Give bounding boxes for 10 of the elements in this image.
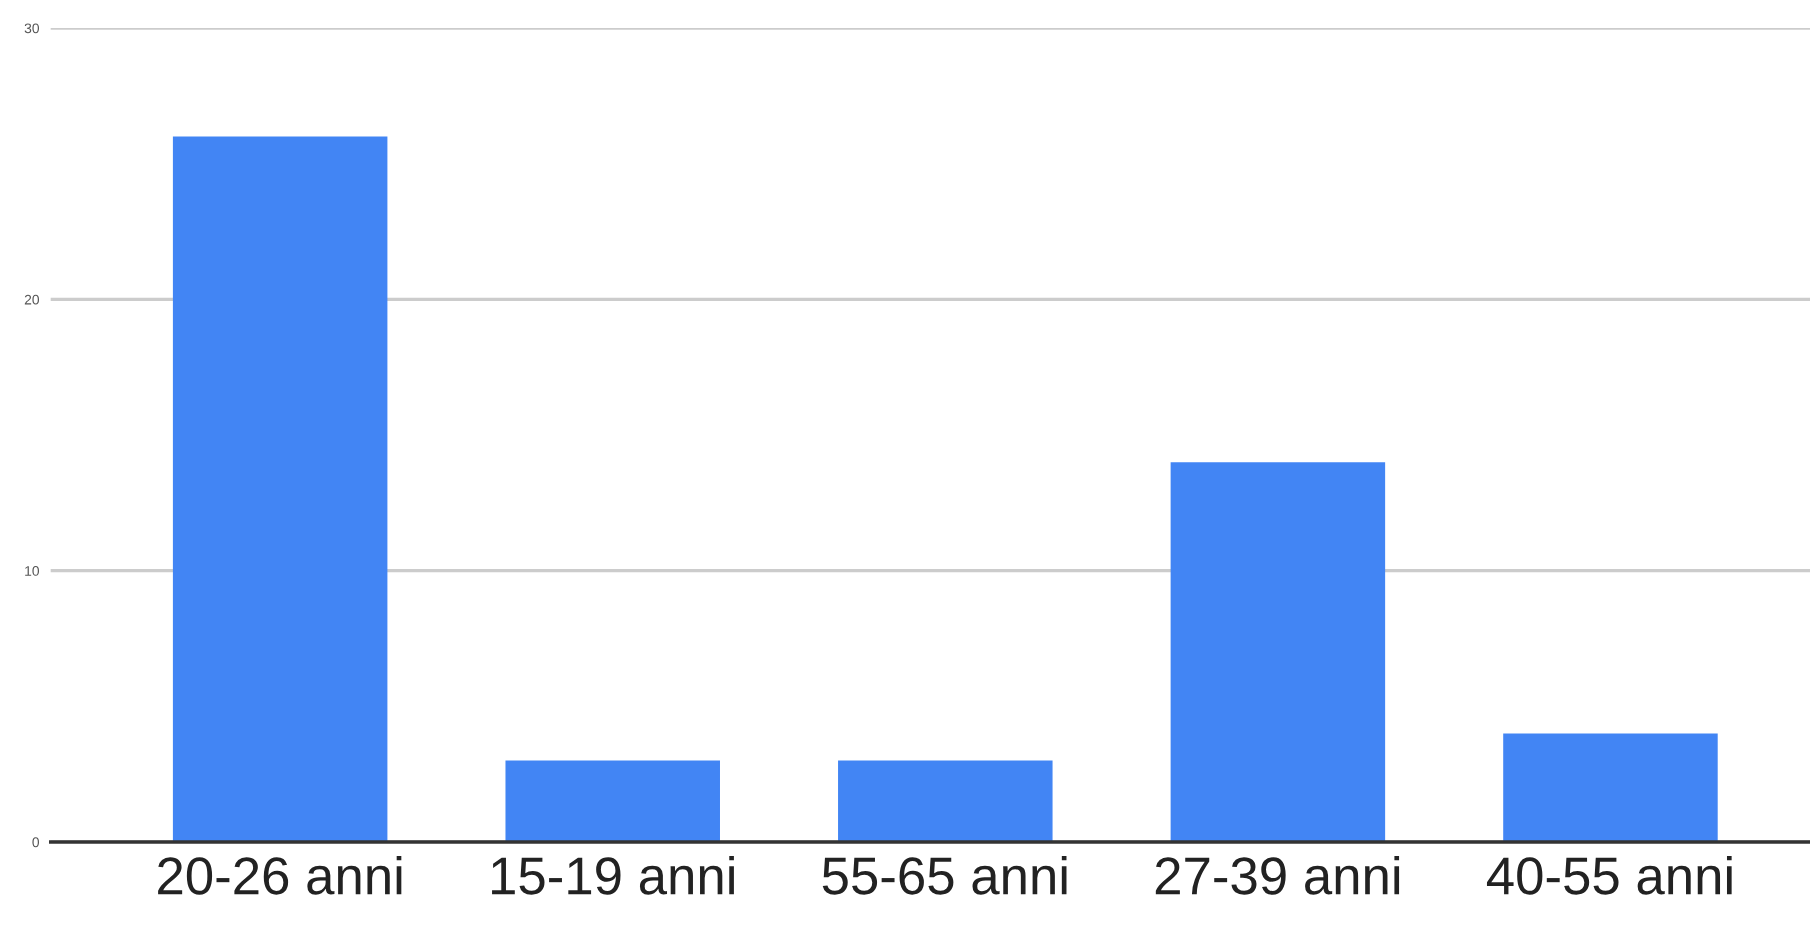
bar (505, 760, 720, 843)
x-tick-label: 40-55 anni (1486, 855, 1732, 895)
bar (172, 136, 388, 843)
x-tick-label: 27-39 anni (1155, 855, 1400, 895)
bar (1170, 462, 1386, 843)
x-tick-label: 55-65 anni (822, 855, 1067, 895)
x-tick-label: 20-26 anni (158, 855, 402, 895)
x-tick-label: 15-19 anni (492, 855, 734, 895)
bar (1503, 733, 1718, 843)
bar (838, 760, 1053, 843)
